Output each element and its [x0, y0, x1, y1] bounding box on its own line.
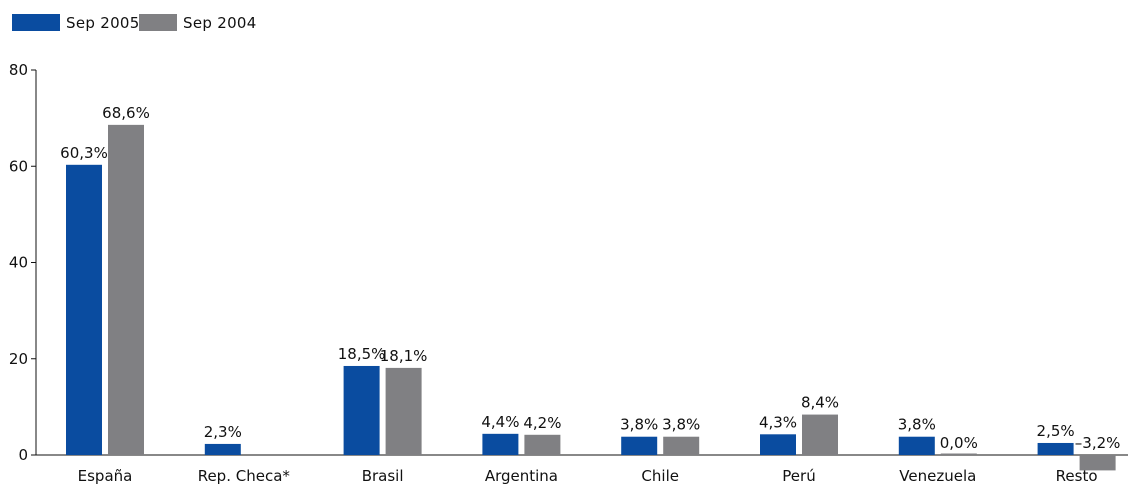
x-category-label: Chile [641, 467, 679, 485]
x-category-label: Resto [1056, 467, 1098, 485]
bar [663, 436, 700, 455]
legend: Sep 2005 Sep 2004 [12, 14, 257, 32]
data-label: 0,0% [940, 434, 978, 452]
data-labels: 60,3%68,6%2,3%18,5%18,1%4,4% 4,2% 3,8% 3,8%… [60, 104, 1120, 452]
y-tick-label: 20 [9, 350, 28, 368]
x-category-label: España [78, 467, 133, 485]
bar [802, 414, 838, 455]
bar [1037, 442, 1074, 455]
data-label: 3,8% [620, 416, 658, 434]
bar [898, 436, 935, 455]
bar [940, 453, 977, 455]
y-tick-label: 40 [9, 254, 28, 272]
y-tick-label: 0 [18, 446, 28, 464]
bar [108, 124, 144, 456]
legend-swatch-sep-2004 [139, 14, 177, 31]
legend-label-sep-2005: Sep 2005 [66, 14, 140, 32]
data-label: –3,2% [1075, 434, 1121, 452]
data-label: 3,8% [662, 416, 700, 434]
data-label: 4,4% [481, 413, 519, 431]
legend-swatch-sep-2005 [12, 14, 60, 31]
data-label: 18,1% [380, 347, 428, 365]
data-label: 8,4% [801, 394, 839, 412]
data-label: 2,3% [204, 423, 242, 441]
bar [385, 367, 422, 455]
bar [1079, 455, 1116, 471]
y-tick-label: 80 [9, 61, 28, 79]
y-tick-label: 60 [9, 157, 28, 175]
x-category-label: Argentina [485, 467, 558, 485]
data-label: 60,3% [60, 144, 108, 162]
bar [524, 434, 561, 455]
bars [66, 124, 1116, 471]
data-label: 4,3% [759, 413, 797, 431]
data-label: 4,2% [523, 414, 561, 432]
data-label: 2,5% [1037, 422, 1075, 440]
x-category-label: Venezuela [899, 467, 976, 485]
data-label: 18,5% [338, 345, 386, 363]
x-category-label: Rep. Checa* [198, 467, 291, 485]
data-label: 68,6% [102, 104, 150, 122]
legend-label-sep-2004: Sep 2004 [183, 14, 257, 32]
bar [482, 433, 519, 455]
bar [760, 434, 796, 455]
bar [621, 436, 658, 455]
data-label: 3,8% [898, 416, 936, 434]
bar [343, 365, 380, 455]
axes: 0 20 40 60 80 España Rep. Checa* Brasil Argentin… [9, 61, 1128, 485]
bar [204, 443, 241, 455]
x-category-label: Perú [782, 467, 815, 485]
bar [66, 164, 102, 455]
x-category-label: Brasil [362, 467, 404, 485]
